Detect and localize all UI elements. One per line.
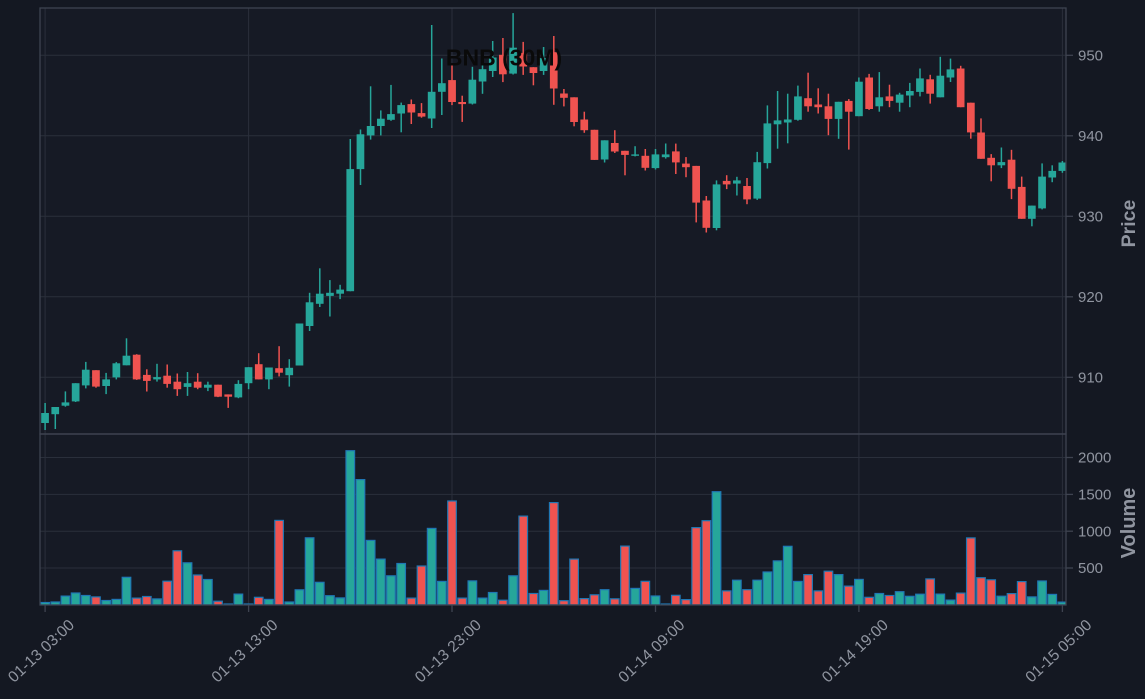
- svg-text:Volume: Volume: [1118, 488, 1140, 559]
- svg-text:910: 910: [1078, 370, 1103, 387]
- svg-text:2000: 2000: [1078, 450, 1111, 467]
- svg-text:Price: Price: [1118, 199, 1140, 247]
- svg-text:1000: 1000: [1078, 523, 1111, 540]
- svg-text:1500: 1500: [1078, 487, 1111, 504]
- svg-text:500: 500: [1078, 560, 1103, 577]
- svg-text:BNB (30M): BNB (30M): [446, 45, 562, 71]
- svg-text:940: 940: [1078, 128, 1103, 145]
- svg-text:950: 950: [1078, 48, 1103, 65]
- svg-text:930: 930: [1078, 209, 1103, 226]
- svg-text:920: 920: [1078, 289, 1103, 306]
